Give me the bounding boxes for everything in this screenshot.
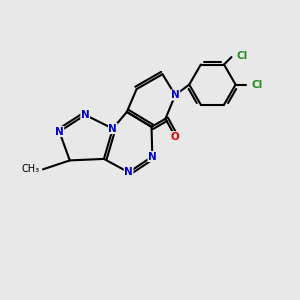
Text: O: O — [171, 132, 180, 142]
Text: N: N — [148, 152, 157, 161]
Text: Cl: Cl — [236, 51, 248, 61]
Text: Cl: Cl — [251, 80, 262, 90]
Text: N: N — [55, 127, 64, 136]
Text: N: N — [171, 90, 180, 100]
Text: CH₃: CH₃ — [22, 164, 40, 174]
Text: N: N — [124, 167, 133, 177]
Text: N: N — [109, 124, 117, 134]
Text: N: N — [81, 110, 90, 120]
